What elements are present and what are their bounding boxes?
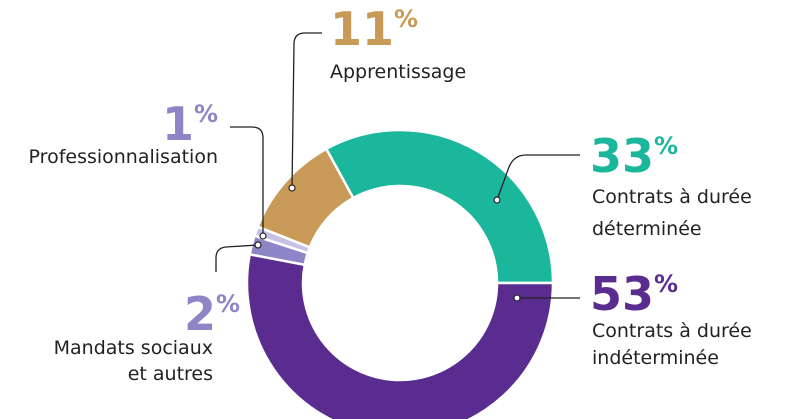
- category-label: Mandats sociaux: [54, 337, 213, 359]
- category-label: déterminée: [592, 218, 702, 240]
- donut-segment: [324, 128, 555, 285]
- value-unit: %: [394, 5, 418, 33]
- leader-line: [496, 154, 580, 201]
- category-label: et autres: [128, 363, 213, 385]
- donut-segment: [256, 147, 355, 249]
- value-unit: %: [654, 132, 678, 160]
- leader-dot: [288, 184, 296, 192]
- value-unit: %: [194, 100, 218, 128]
- value-label: 11%: [330, 2, 418, 56]
- value-label: 53%: [590, 267, 678, 321]
- category-label: indéterminée: [592, 347, 719, 369]
- leader-dot: [259, 232, 267, 240]
- value-unit: %: [216, 290, 240, 318]
- category-label: Contrats à durée: [592, 320, 752, 342]
- leader-dot: [493, 196, 501, 204]
- value-number: 11: [330, 2, 394, 56]
- leader-line: [230, 126, 264, 236]
- leader-line: [215, 244, 259, 272]
- leader-line: [291, 32, 322, 189]
- category-label: Professionnalisation: [29, 146, 218, 168]
- value-number: 33: [590, 129, 654, 183]
- value-unit: %: [654, 270, 678, 298]
- leader-dot: [513, 294, 521, 302]
- value-label: 33%: [590, 129, 678, 183]
- value-label: 2%: [184, 287, 240, 341]
- donut-segment: [245, 252, 555, 419]
- value-number: 1: [162, 97, 194, 151]
- category-label: Contrats à durée: [592, 186, 752, 208]
- value-number: 53: [590, 267, 654, 321]
- category-label: Apprentissage: [330, 61, 466, 83]
- value-number: 2: [184, 287, 216, 341]
- leader-dot: [254, 241, 262, 249]
- value-label: 1%: [162, 97, 218, 151]
